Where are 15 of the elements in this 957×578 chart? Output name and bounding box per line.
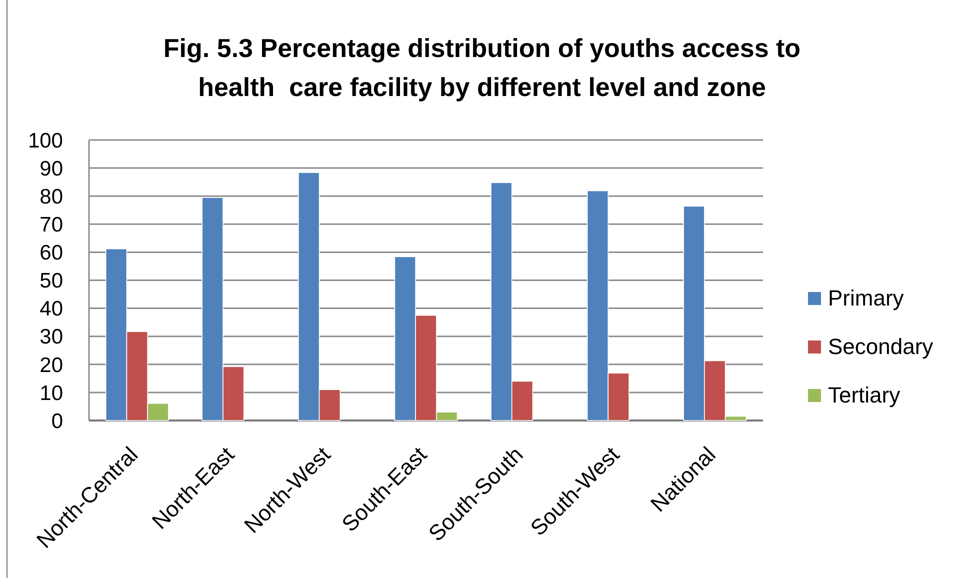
- y-tick-label: 50: [40, 270, 63, 293]
- y-tick-label: 80: [40, 185, 63, 208]
- legend-label: Tertiary: [828, 382, 900, 408]
- y-tick-label: 90: [40, 157, 63, 180]
- y-tick-label: 10: [40, 382, 63, 405]
- y-tick-label: 100: [28, 129, 63, 152]
- y-tick-label: 0: [51, 410, 63, 433]
- chart-title: Fig. 5.3 Percentage distribution of youths access to health care facility by different level and zone: [163, 33, 801, 102]
- legend-label: Secondary: [828, 334, 934, 360]
- y-tick-label: 30: [40, 326, 63, 349]
- legend-label: Primary: [828, 286, 904, 311]
- y-tick-label: 70: [40, 214, 63, 236]
- y-tick-label: 20: [40, 354, 63, 377]
- y-tick-label: 40: [40, 298, 63, 321]
- y-tick-label: 60: [40, 242, 63, 265]
